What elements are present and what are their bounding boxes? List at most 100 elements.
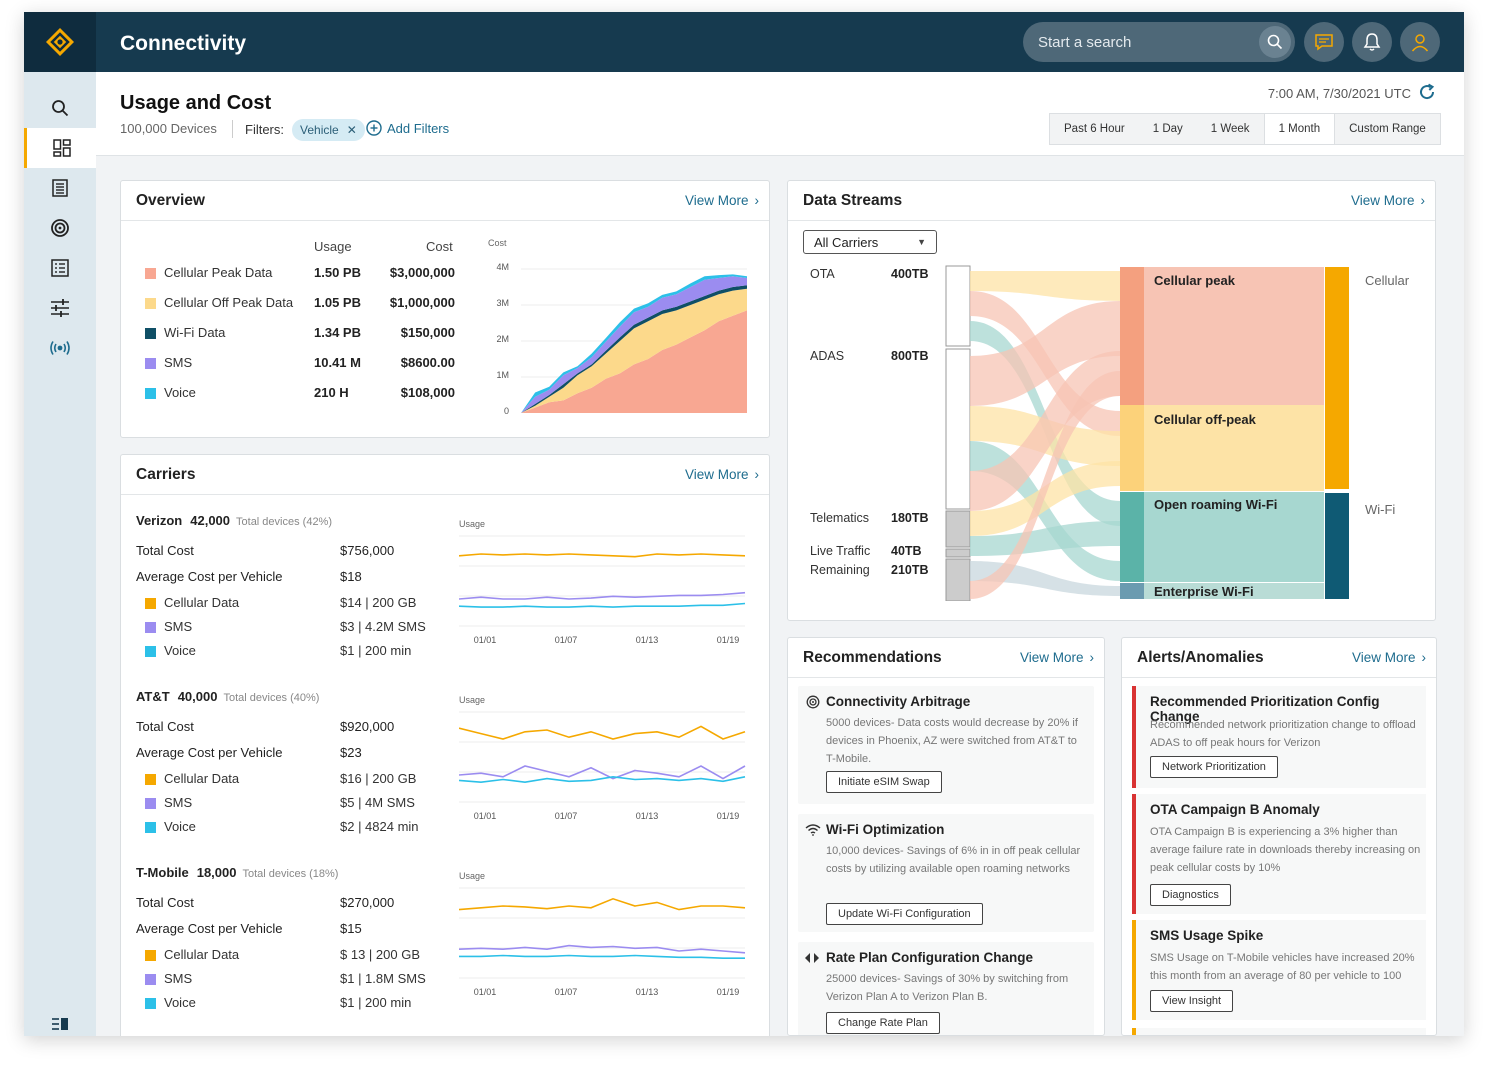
filter-chip-vehicle[interactable]: Vehicle ✕ [292, 119, 365, 141]
wifi-icon [805, 824, 821, 836]
messages-button[interactable] [1304, 22, 1344, 62]
card-title: Carriers [136, 465, 196, 483]
total-cost-value: $756,000 [340, 543, 395, 558]
carrier-usage-chart: 01/01 01/07 01/13 01/19 [458, 533, 749, 653]
page-header: Usage and Cost 100,000 Devices Filters: … [96, 72, 1464, 156]
update-wifi-configuration-button[interactable]: Update Wi-Fi Configuration [826, 903, 983, 925]
sidebar-item-dashboard[interactable] [24, 128, 96, 168]
range-1-week[interactable]: 1 Week [1210, 123, 1250, 135]
overview-card: Overview View More › Usage Cost Cellular … [120, 180, 770, 438]
initiate-esim-swap-button[interactable]: Initiate eSIM Swap [826, 771, 942, 793]
voice-label: Voice [164, 995, 196, 1010]
app-title: Connectivity [120, 32, 247, 55]
sankey-target-node [1120, 583, 1144, 599]
alert-description: SMS Usage on T-Mobile vehicles have incr… [1150, 952, 1415, 982]
recommendation-title: Connectivity Arbitrage [826, 694, 971, 709]
overview-cost-chart: Cost 0 1M 2M 3M 4M [488, 238, 747, 416]
main-content: Usage and Cost 100,000 Devices Filters: … [96, 72, 1464, 1036]
sankey-group-node-wifi [1325, 493, 1349, 599]
x-tick-label: 01/13 [636, 635, 659, 645]
header-divider [232, 120, 233, 138]
overview-row-usage: 1.50 PB [314, 265, 361, 280]
sankey-group-label: Wi-Fi [1365, 502, 1396, 517]
carrier-device-count: 40,000 [177, 689, 218, 704]
sankey-flow [970, 271, 1120, 301]
sidebar-item-analytics[interactable] [24, 208, 96, 248]
overview-row-label: SMS [164, 355, 193, 370]
y-tick-label: 4M [496, 262, 509, 272]
view-more-link[interactable]: View More › [685, 193, 759, 208]
sankey-source-value: 800TB [891, 349, 929, 363]
network-prioritization-button[interactable]: Network Prioritization [1150, 756, 1278, 778]
sms-value: $5 | 4M SMS [340, 795, 415, 810]
view-more-link[interactable]: View More › [1352, 650, 1426, 665]
sidebar-item-list[interactable] [24, 248, 96, 288]
chevron-right-icon: › [754, 193, 760, 208]
voice-value: $2 | 4824 min [340, 819, 419, 834]
diagnostics-button[interactable]: Diagnostics [1150, 884, 1231, 906]
chevron-right-icon: › [1421, 650, 1427, 665]
close-icon[interactable]: ✕ [346, 123, 357, 137]
sidebar-item-reports[interactable] [24, 168, 96, 208]
data-streams-header: Data Streams View More › [788, 181, 1435, 221]
view-more-link[interactable]: View More › [1020, 650, 1094, 665]
message-icon [1315, 34, 1333, 51]
legend-swatch [145, 358, 156, 369]
arbitrage-icon [806, 695, 820, 709]
carrier-dropdown-value: All Carriers [814, 234, 879, 250]
range-1-month[interactable]: 1 Month [1263, 114, 1336, 144]
x-tick-label: 01/13 [636, 987, 659, 997]
chart-title: Usage [459, 871, 486, 881]
carrier-usage-svg: 01/01 01/07 01/13 01/19 [458, 887, 746, 997]
alert-item-partial [1132, 1028, 1426, 1035]
x-tick-label: 01/07 [555, 987, 578, 997]
range-custom[interactable]: Custom Range [1349, 123, 1426, 135]
legend-swatch [145, 646, 156, 657]
sidebar-collapse-toggle[interactable] [24, 1004, 96, 1036]
range-past-6-hour[interactable]: Past 6 Hour [1064, 123, 1125, 135]
app-logo[interactable] [24, 12, 96, 72]
data-streams-sankey [945, 265, 1349, 601]
search-button[interactable] [1259, 26, 1291, 58]
sidebar-item-connectivity[interactable] [24, 328, 96, 368]
overview-row-usage: 1.05 PB [314, 295, 361, 310]
legend-swatch [145, 622, 156, 633]
alerts-header: Alerts/Anomalies View More › [1122, 638, 1436, 678]
rate-plan-icon [805, 953, 819, 963]
total-cost-label: Total Cost [136, 895, 194, 910]
overview-row-cost: $108,000 [400, 385, 455, 400]
search-icon [52, 100, 69, 117]
sidebar-item-settings[interactable] [24, 288, 96, 328]
alert-item: OTA Campaign B Anomaly OTA Campaign B is… [1132, 794, 1426, 914]
cellular-label: Cellular Data [164, 595, 240, 610]
view-more-label: View More [1351, 650, 1416, 665]
sankey-source-node [945, 265, 971, 347]
collapse-icon [52, 1018, 68, 1030]
change-rate-plan-button[interactable]: Change Rate Plan [826, 1012, 940, 1034]
sankey-flow [970, 371, 1120, 599]
filters-label: Filters: [245, 122, 284, 137]
recommendation-description: 25000 devices- Savings of 30% by switchi… [826, 973, 1069, 1003]
recommendation-item: Rate Plan Configuration Change 25000 dev… [798, 942, 1094, 1035]
range-1-day[interactable]: 1 Day [1152, 123, 1183, 135]
view-insight-button[interactable]: View Insight [1150, 990, 1234, 1012]
view-more-link[interactable]: View More › [685, 467, 759, 482]
card-title: Recommendations [803, 648, 942, 666]
notifications-button[interactable] [1352, 22, 1392, 62]
carrier-device-share: Total devices (18%) [242, 868, 339, 880]
user-icon [1411, 34, 1429, 52]
y-tick-label: 3M [496, 298, 509, 308]
voice-label: Voice [164, 643, 196, 658]
usage-line [458, 725, 746, 740]
search-input[interactable] [1038, 33, 1258, 51]
refresh-button[interactable] [1418, 83, 1436, 106]
legend-swatch [145, 774, 156, 785]
add-filters-button[interactable]: Add Filters [366, 120, 449, 136]
search-box[interactable] [1023, 22, 1295, 62]
profile-button[interactable] [1400, 22, 1440, 62]
carrier-dropdown[interactable]: All Carriers ▼ [803, 230, 937, 254]
sidebar-item-search[interactable] [24, 88, 96, 128]
chevron-right-icon: › [1089, 650, 1095, 665]
y-tick-label: 2M [496, 334, 509, 344]
view-more-link[interactable]: View More › [1351, 193, 1425, 208]
